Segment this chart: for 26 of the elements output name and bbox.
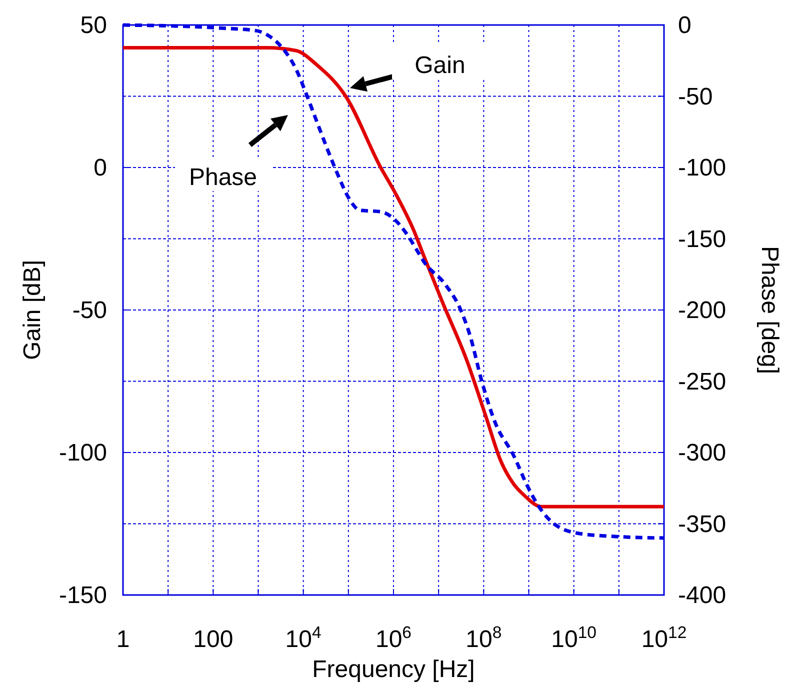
y2-tick-label: 0 [678,12,692,39]
y-axis-title: Gain [dB] [19,260,46,360]
y2-axis-title: Phase [deg] [756,246,783,374]
x-tick-label: 10$^{4}$ [285,622,322,653]
y2-tick-label: -300 [678,440,726,466]
x-tick-label: 10$^{10}$ [551,622,597,653]
y-tick-label: 50 [80,12,107,39]
y2-tick-label: -150 [678,226,726,253]
x-axis-title: Frequency [Hz] [312,656,475,683]
x-tick-label: 10$^{12}$ [641,622,687,653]
y-tick-label: -100 [58,440,107,466]
y2-tick-label: -50 [678,83,713,110]
x-tick-label: 10$^{6}$ [375,622,412,653]
x-tick-label: 100 [193,626,234,653]
x-tick-label: 1 [116,626,130,653]
y2-tick-label: -200 [678,297,726,324]
y2-tick-label: -100 [678,154,726,182]
y2-tick-label: -250 [678,368,726,396]
x-tick-label: 10$^{8}$ [466,622,502,653]
annotation: Gain [414,52,466,79]
annotation: Phase [188,164,258,191]
y2-tick-label: -350 [678,510,726,538]
y-tick-label: -50 [72,297,107,324]
y-tick-label: 0 [94,154,107,182]
y-tick-label: -150 [58,582,107,609]
y2-tick-label: -400 [678,582,726,609]
